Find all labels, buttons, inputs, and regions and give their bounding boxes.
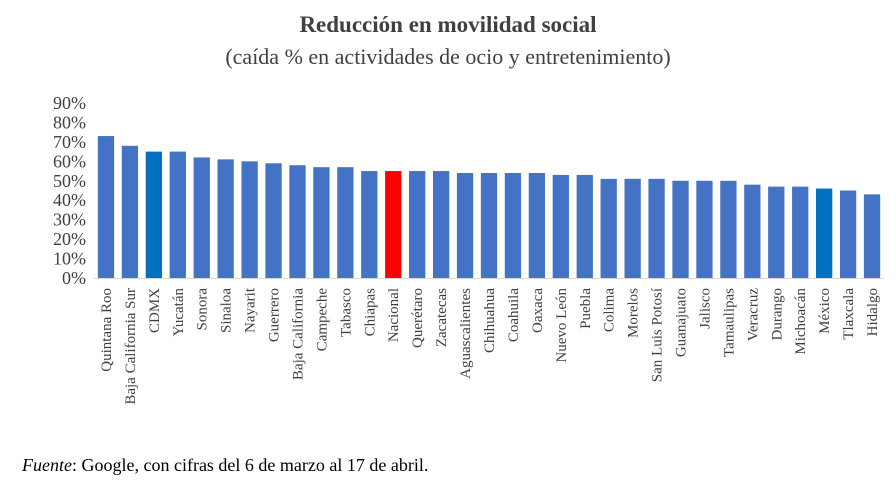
x-tick-label: Morelos: [626, 288, 642, 338]
bar: [409, 171, 426, 278]
y-tick-label: 70%: [53, 132, 86, 152]
x-tick-label: Sonora: [195, 288, 211, 331]
x-tick-label: Baja California Sur: [123, 288, 139, 405]
bar: [241, 161, 258, 278]
x-tick-label: Tlaxcala: [841, 288, 857, 340]
bars: [97, 136, 881, 278]
bar: [193, 157, 210, 278]
x-tick-label: Sinaloa: [219, 288, 235, 333]
x-tick-label: Guanajuato: [674, 288, 690, 357]
source-footnote: Fuente: Google, con cifras del 6 de marz…: [22, 455, 428, 476]
x-tick-label: Tamaulipas: [721, 288, 737, 357]
y-axis: 0%10%20%30%40%50%60%70%80%90%: [53, 93, 884, 288]
bar: [217, 159, 234, 278]
bar: [648, 178, 665, 278]
source-text: : Google, con cifras del 6 de marzo al 1…: [71, 455, 429, 475]
x-tick-label: Guerrero: [267, 288, 283, 342]
bar: [576, 174, 593, 278]
bar-chart: 0%10%20%30%40%50%60%70%80%90% Quintana R…: [53, 93, 884, 405]
x-tick-label: Nuevo León: [554, 288, 570, 363]
y-tick-label: 40%: [53, 190, 86, 210]
x-tick-label: Durango: [769, 288, 785, 341]
y-tick-label: 10%: [53, 249, 86, 269]
bar: [480, 173, 498, 278]
x-tick-label: Querétaro: [410, 288, 426, 348]
bar: [720, 180, 737, 278]
bar: [289, 165, 306, 278]
bar: [337, 167, 354, 278]
x-tick-label: Oaxaca: [530, 288, 546, 333]
y-tick-label: 90%: [53, 93, 86, 113]
x-tick-label: Zacatecas: [434, 288, 450, 347]
y-tick-label: 50%: [53, 171, 86, 191]
bar: [361, 171, 378, 278]
x-tick-label: Tabasco: [338, 288, 354, 337]
bar: [672, 180, 689, 278]
x-tick-label: Yucatán: [171, 288, 187, 337]
x-tick-label: Colima: [602, 288, 618, 333]
x-tick-label: Chiapas: [362, 288, 378, 336]
bar: [504, 173, 522, 278]
bar: [265, 163, 282, 278]
x-tick-label: Michoacán: [793, 288, 809, 355]
chart-title: Reducción en movilidad social: [299, 12, 597, 37]
x-tick-label: Nacional: [386, 288, 402, 342]
y-tick-label: 20%: [53, 229, 86, 249]
x-tick-label: Veracruz: [745, 288, 761, 342]
y-tick-label: 80%: [53, 112, 86, 132]
bar: [145, 151, 162, 278]
x-tick-label: México: [817, 288, 833, 334]
bar: [600, 178, 617, 278]
bar: [169, 151, 186, 278]
bar: [863, 194, 881, 278]
x-tick-label: Hidalgo: [865, 288, 881, 336]
x-axis-labels: Quintana Roo Baja California Sur CDMX Yucat…: [99, 287, 881, 404]
x-tick-label: Nayarit: [243, 287, 259, 333]
x-tick-label: CDMX: [147, 288, 163, 333]
bar: [456, 173, 474, 278]
bar: [528, 173, 546, 278]
y-tick-label: 60%: [53, 151, 86, 171]
bar: [97, 136, 115, 278]
bar: [816, 188, 833, 278]
x-tick-label: Baja California: [290, 288, 306, 380]
bar: [552, 174, 569, 278]
x-tick-label: Coahuila: [506, 288, 522, 342]
source-label: Fuente: [22, 455, 72, 475]
x-tick-label: Campeche: [314, 288, 330, 352]
x-tick-label: Quintana Roo: [99, 288, 115, 372]
x-tick-label: San Luis Potosí: [650, 288, 666, 382]
bar: [768, 186, 785, 278]
y-tick-label: 0%: [62, 268, 86, 288]
bar: [121, 145, 139, 278]
x-tick-label: Aguascalientes: [458, 288, 474, 379]
bar: [839, 190, 857, 278]
bar: [624, 178, 641, 278]
y-tick-label: 30%: [53, 210, 86, 230]
bar: [432, 171, 450, 278]
x-tick-label: Jalisco: [697, 288, 713, 329]
x-tick-label: Chihuahua: [482, 288, 498, 353]
bar: [792, 186, 809, 278]
bar: [696, 180, 713, 278]
x-tick-label: Puebla: [578, 288, 594, 329]
chart-subtitle: (caída % en actividades de ocio y entret…: [225, 44, 671, 69]
bar: [313, 167, 330, 278]
bar: [385, 171, 402, 278]
bar: [744, 184, 761, 278]
